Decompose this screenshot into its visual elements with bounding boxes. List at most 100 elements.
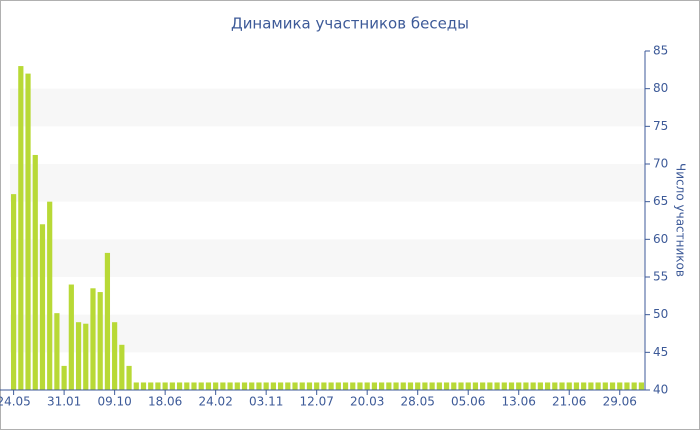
x-tick-label: 09.10 bbox=[97, 395, 131, 409]
bar bbox=[263, 382, 269, 390]
bar bbox=[617, 382, 623, 390]
bar bbox=[314, 382, 320, 390]
bar bbox=[191, 382, 197, 390]
x-tick-label: 31.01 bbox=[47, 395, 81, 409]
bar bbox=[227, 382, 233, 390]
bar bbox=[198, 382, 204, 390]
y-tick-label: 65 bbox=[653, 194, 668, 208]
bar bbox=[624, 382, 630, 390]
bar bbox=[544, 382, 551, 390]
bar bbox=[299, 382, 305, 390]
y-tick-label: 45 bbox=[653, 345, 668, 359]
bar bbox=[39, 224, 46, 390]
bar bbox=[530, 382, 536, 390]
bar bbox=[162, 382, 168, 390]
grid-band bbox=[10, 88, 645, 127]
x-tick-label: 24.02 bbox=[198, 395, 232, 409]
bar bbox=[350, 382, 356, 390]
y-tick-label: 50 bbox=[653, 307, 668, 321]
bar bbox=[501, 382, 507, 390]
bar bbox=[61, 365, 67, 390]
bar bbox=[234, 382, 240, 390]
bar bbox=[523, 382, 529, 390]
bar bbox=[566, 382, 572, 390]
bar bbox=[436, 382, 442, 390]
bar bbox=[140, 382, 147, 390]
bar bbox=[407, 382, 414, 390]
y-tick-label: 75 bbox=[653, 119, 668, 133]
bar bbox=[104, 252, 111, 390]
bar bbox=[11, 194, 17, 390]
x-tick-label: 29.06 bbox=[603, 395, 637, 409]
x-tick-label: 05.06 bbox=[451, 395, 485, 409]
x-tick-label: 03.11 bbox=[249, 395, 283, 409]
bar bbox=[386, 382, 392, 390]
x-tick-label: 18.06 bbox=[148, 395, 182, 409]
bar bbox=[169, 382, 175, 390]
x-tick-label: 12.07 bbox=[299, 395, 333, 409]
grid-band bbox=[10, 164, 645, 202]
bar bbox=[148, 382, 154, 390]
bar bbox=[487, 382, 493, 390]
bar bbox=[32, 154, 38, 390]
bar bbox=[126, 365, 132, 390]
bar bbox=[588, 382, 594, 390]
bar bbox=[184, 382, 190, 390]
bar bbox=[213, 382, 219, 390]
bar bbox=[256, 382, 262, 390]
bar bbox=[595, 382, 601, 390]
bar bbox=[451, 382, 457, 390]
bar bbox=[112, 322, 118, 390]
bar bbox=[328, 382, 334, 390]
bar bbox=[537, 382, 543, 390]
x-tick-label: 21.06 bbox=[552, 395, 586, 409]
bar bbox=[364, 382, 370, 390]
bar bbox=[133, 382, 139, 390]
bar bbox=[371, 382, 378, 390]
bar bbox=[581, 382, 587, 390]
bar bbox=[292, 382, 298, 390]
bar bbox=[83, 323, 89, 390]
chart-title: Динамика участников беседы bbox=[231, 15, 469, 33]
bar bbox=[68, 284, 74, 390]
y-tick-label: 70 bbox=[653, 157, 668, 171]
bar bbox=[306, 382, 313, 390]
bar bbox=[422, 382, 428, 390]
bar bbox=[18, 66, 24, 391]
bar bbox=[277, 382, 284, 390]
bar bbox=[54, 313, 60, 390]
bar bbox=[443, 382, 450, 390]
bar bbox=[573, 382, 580, 390]
bar bbox=[47, 201, 53, 390]
bar bbox=[465, 382, 471, 390]
bar bbox=[480, 382, 486, 390]
bar bbox=[176, 382, 183, 390]
bar bbox=[429, 382, 435, 390]
y-axis-label: Число участников bbox=[674, 163, 688, 277]
bar bbox=[602, 382, 608, 390]
bar bbox=[90, 288, 96, 390]
bar bbox=[472, 382, 479, 390]
x-tick-label: 24.05 bbox=[0, 395, 31, 409]
bar bbox=[249, 382, 255, 390]
y-tick-label: 80 bbox=[653, 81, 668, 95]
bar bbox=[638, 382, 644, 390]
bar bbox=[458, 382, 464, 390]
bar bbox=[400, 382, 406, 390]
bar bbox=[609, 382, 616, 390]
bar bbox=[241, 382, 248, 390]
bar bbox=[119, 344, 125, 390]
bar bbox=[631, 382, 637, 390]
bar bbox=[75, 322, 82, 390]
bar bbox=[508, 382, 515, 390]
bar bbox=[342, 382, 349, 390]
bar bbox=[270, 382, 276, 390]
y-tick-label: 40 bbox=[653, 383, 668, 397]
bar bbox=[321, 382, 327, 390]
x-tick-label: 28.05 bbox=[401, 395, 435, 409]
bar bbox=[220, 382, 226, 390]
bar bbox=[552, 382, 558, 390]
y-tick-label: 85 bbox=[653, 44, 668, 58]
bar bbox=[97, 292, 103, 390]
